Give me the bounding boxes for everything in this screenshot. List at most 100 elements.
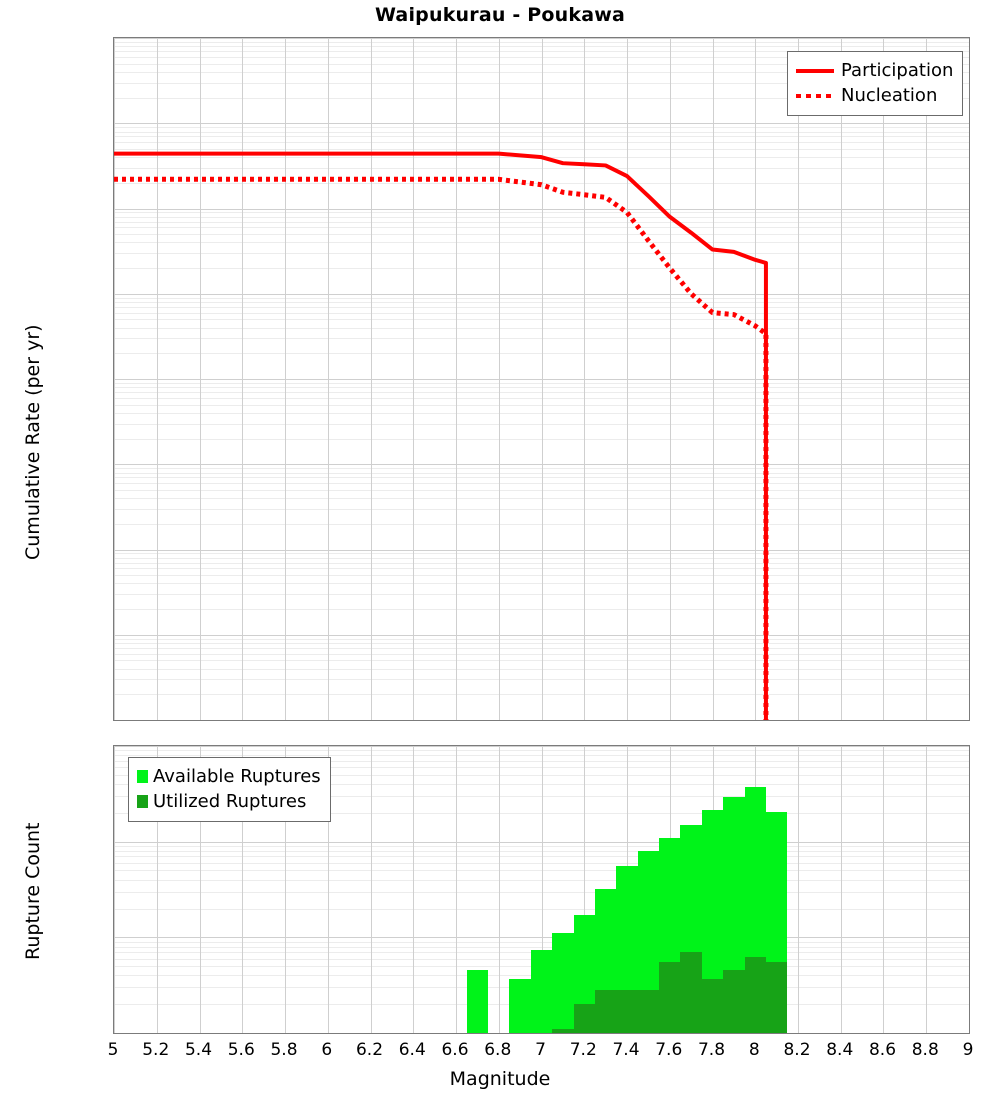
grid-line-minor bbox=[114, 42, 969, 43]
grid-line-minor bbox=[114, 227, 969, 228]
grid-line-vertical bbox=[883, 38, 884, 720]
grid-line-minor bbox=[114, 575, 969, 576]
grid-line-vertical bbox=[542, 38, 543, 720]
grid-line-minor bbox=[114, 767, 969, 768]
grid-line-minor bbox=[114, 775, 969, 776]
x-axis-tick-label: 6.8 bbox=[484, 1040, 512, 1060]
grid-line-vertical bbox=[926, 746, 927, 1033]
grid-line-major bbox=[114, 38, 969, 39]
legend-item-available-ruptures: Available Ruptures bbox=[137, 764, 321, 789]
grid-line-vertical bbox=[883, 746, 884, 1033]
grid-line-vertical bbox=[584, 746, 585, 1033]
grid-line-vertical bbox=[969, 746, 970, 1033]
bottom-y-axis-label: Rupture Count bbox=[22, 822, 44, 961]
bar-utilized-ruptures bbox=[680, 952, 702, 1033]
bar-utilized-ruptures bbox=[659, 962, 681, 1033]
top-y-axis-label: Cumulative Rate (per yr) bbox=[22, 324, 44, 560]
grid-line-minor bbox=[114, 679, 969, 680]
grid-line-minor bbox=[114, 490, 969, 491]
bottom-legend: Available Ruptures Utilized Ruptures bbox=[128, 757, 331, 822]
grid-line-vertical bbox=[456, 746, 457, 1033]
grid-line-minor bbox=[114, 594, 969, 595]
x-axis-tick-label: 6.6 bbox=[441, 1040, 469, 1060]
grid-line-minor bbox=[114, 583, 969, 584]
grid-line-minor bbox=[114, 328, 969, 329]
grid-line-minor bbox=[114, 755, 969, 756]
bar-utilized-ruptures bbox=[552, 1029, 574, 1033]
grid-line-vertical bbox=[627, 38, 628, 720]
grid-line-minor bbox=[114, 796, 969, 797]
grid-line-minor bbox=[114, 694, 969, 695]
grid-line-minor bbox=[114, 639, 969, 640]
grid-line-minor bbox=[114, 669, 969, 670]
x-axis-tick-label: 5.8 bbox=[270, 1040, 298, 1060]
grid-line-minor bbox=[114, 553, 969, 554]
grid-line-vertical bbox=[114, 38, 115, 720]
grid-line-minor bbox=[114, 392, 969, 393]
grid-line-major bbox=[114, 209, 969, 210]
legend-label-available: Available Ruptures bbox=[153, 766, 321, 787]
grid-line-vertical bbox=[200, 38, 201, 720]
grid-line-minor bbox=[114, 654, 969, 655]
bar-available-ruptures bbox=[509, 978, 531, 1033]
grid-line-vertical bbox=[285, 38, 286, 720]
bar-available-ruptures bbox=[701, 809, 724, 1033]
x-axis-tick-label: 8.6 bbox=[868, 1040, 897, 1060]
x-axis-tick-label: 5.2 bbox=[142, 1040, 170, 1060]
x-axis-tick-label: 5 bbox=[107, 1040, 119, 1060]
grid-line-minor bbox=[114, 784, 969, 785]
grid-line-major bbox=[114, 635, 969, 636]
x-axis-tick-label: 7.6 bbox=[655, 1040, 683, 1060]
grid-line-vertical bbox=[798, 746, 799, 1033]
grid-line-minor bbox=[114, 863, 969, 864]
grid-line-minor bbox=[114, 383, 969, 384]
grid-line-minor bbox=[114, 477, 969, 478]
grid-line-minor bbox=[114, 212, 969, 213]
x-axis-tick-label: 6.2 bbox=[355, 1040, 384, 1060]
grid-line-minor bbox=[114, 51, 969, 52]
utilized-swatch-icon bbox=[137, 795, 148, 808]
grid-line-vertical bbox=[798, 38, 799, 720]
page-title: Waipukurau - Poukawa bbox=[374, 4, 626, 26]
x-axis-tick-label: 7 bbox=[535, 1040, 546, 1060]
grid-line-vertical bbox=[584, 38, 585, 720]
bar-available-ruptures bbox=[552, 933, 574, 1033]
x-axis-tick-label: 6.4 bbox=[398, 1040, 426, 1060]
legend-label-nucleation: Nucleation bbox=[841, 85, 938, 106]
x-axis-tick-label: 7.2 bbox=[569, 1040, 597, 1060]
grid-line-minor bbox=[114, 217, 969, 218]
grid-line-minor bbox=[114, 98, 969, 99]
top-legend: Participation Nucleation bbox=[787, 51, 964, 116]
x-axis-tick-label: 8 bbox=[748, 1040, 760, 1060]
grid-line-minor bbox=[114, 648, 969, 649]
grid-line-minor bbox=[114, 132, 969, 133]
grid-line-minor bbox=[114, 524, 969, 525]
grid-line-minor bbox=[114, 813, 969, 814]
grid-line-major bbox=[114, 379, 969, 380]
grid-line-minor bbox=[114, 72, 969, 73]
grid-line-vertical bbox=[670, 38, 671, 720]
grid-line-minor bbox=[114, 473, 969, 474]
curve-nucleation bbox=[114, 176, 769, 720]
grid-line-minor bbox=[114, 846, 969, 847]
grid-line-minor bbox=[114, 892, 969, 893]
grid-line-minor bbox=[114, 64, 969, 65]
x-axis-tick-label: 8.8 bbox=[911, 1040, 939, 1060]
grid-line-major bbox=[114, 550, 969, 551]
grid-line-minor bbox=[114, 870, 969, 871]
grid-line-minor bbox=[114, 387, 969, 388]
grid-line-major bbox=[114, 464, 969, 465]
grid-line-vertical bbox=[328, 746, 329, 1033]
x-axis-tick-label: 5.4 bbox=[184, 1040, 213, 1060]
grid-line-minor bbox=[114, 142, 969, 143]
x-axis-tick-label: 8.2 bbox=[783, 1040, 811, 1060]
bar-available-ruptures bbox=[637, 850, 660, 1033]
grid-line-minor bbox=[114, 242, 969, 243]
grid-line-minor bbox=[114, 643, 969, 644]
grid-line-major bbox=[114, 937, 969, 938]
grid-line-minor bbox=[114, 353, 969, 354]
grid-line-minor bbox=[114, 149, 969, 150]
grid-line-major bbox=[114, 1033, 969, 1034]
bar-utilized-ruptures bbox=[637, 990, 660, 1033]
